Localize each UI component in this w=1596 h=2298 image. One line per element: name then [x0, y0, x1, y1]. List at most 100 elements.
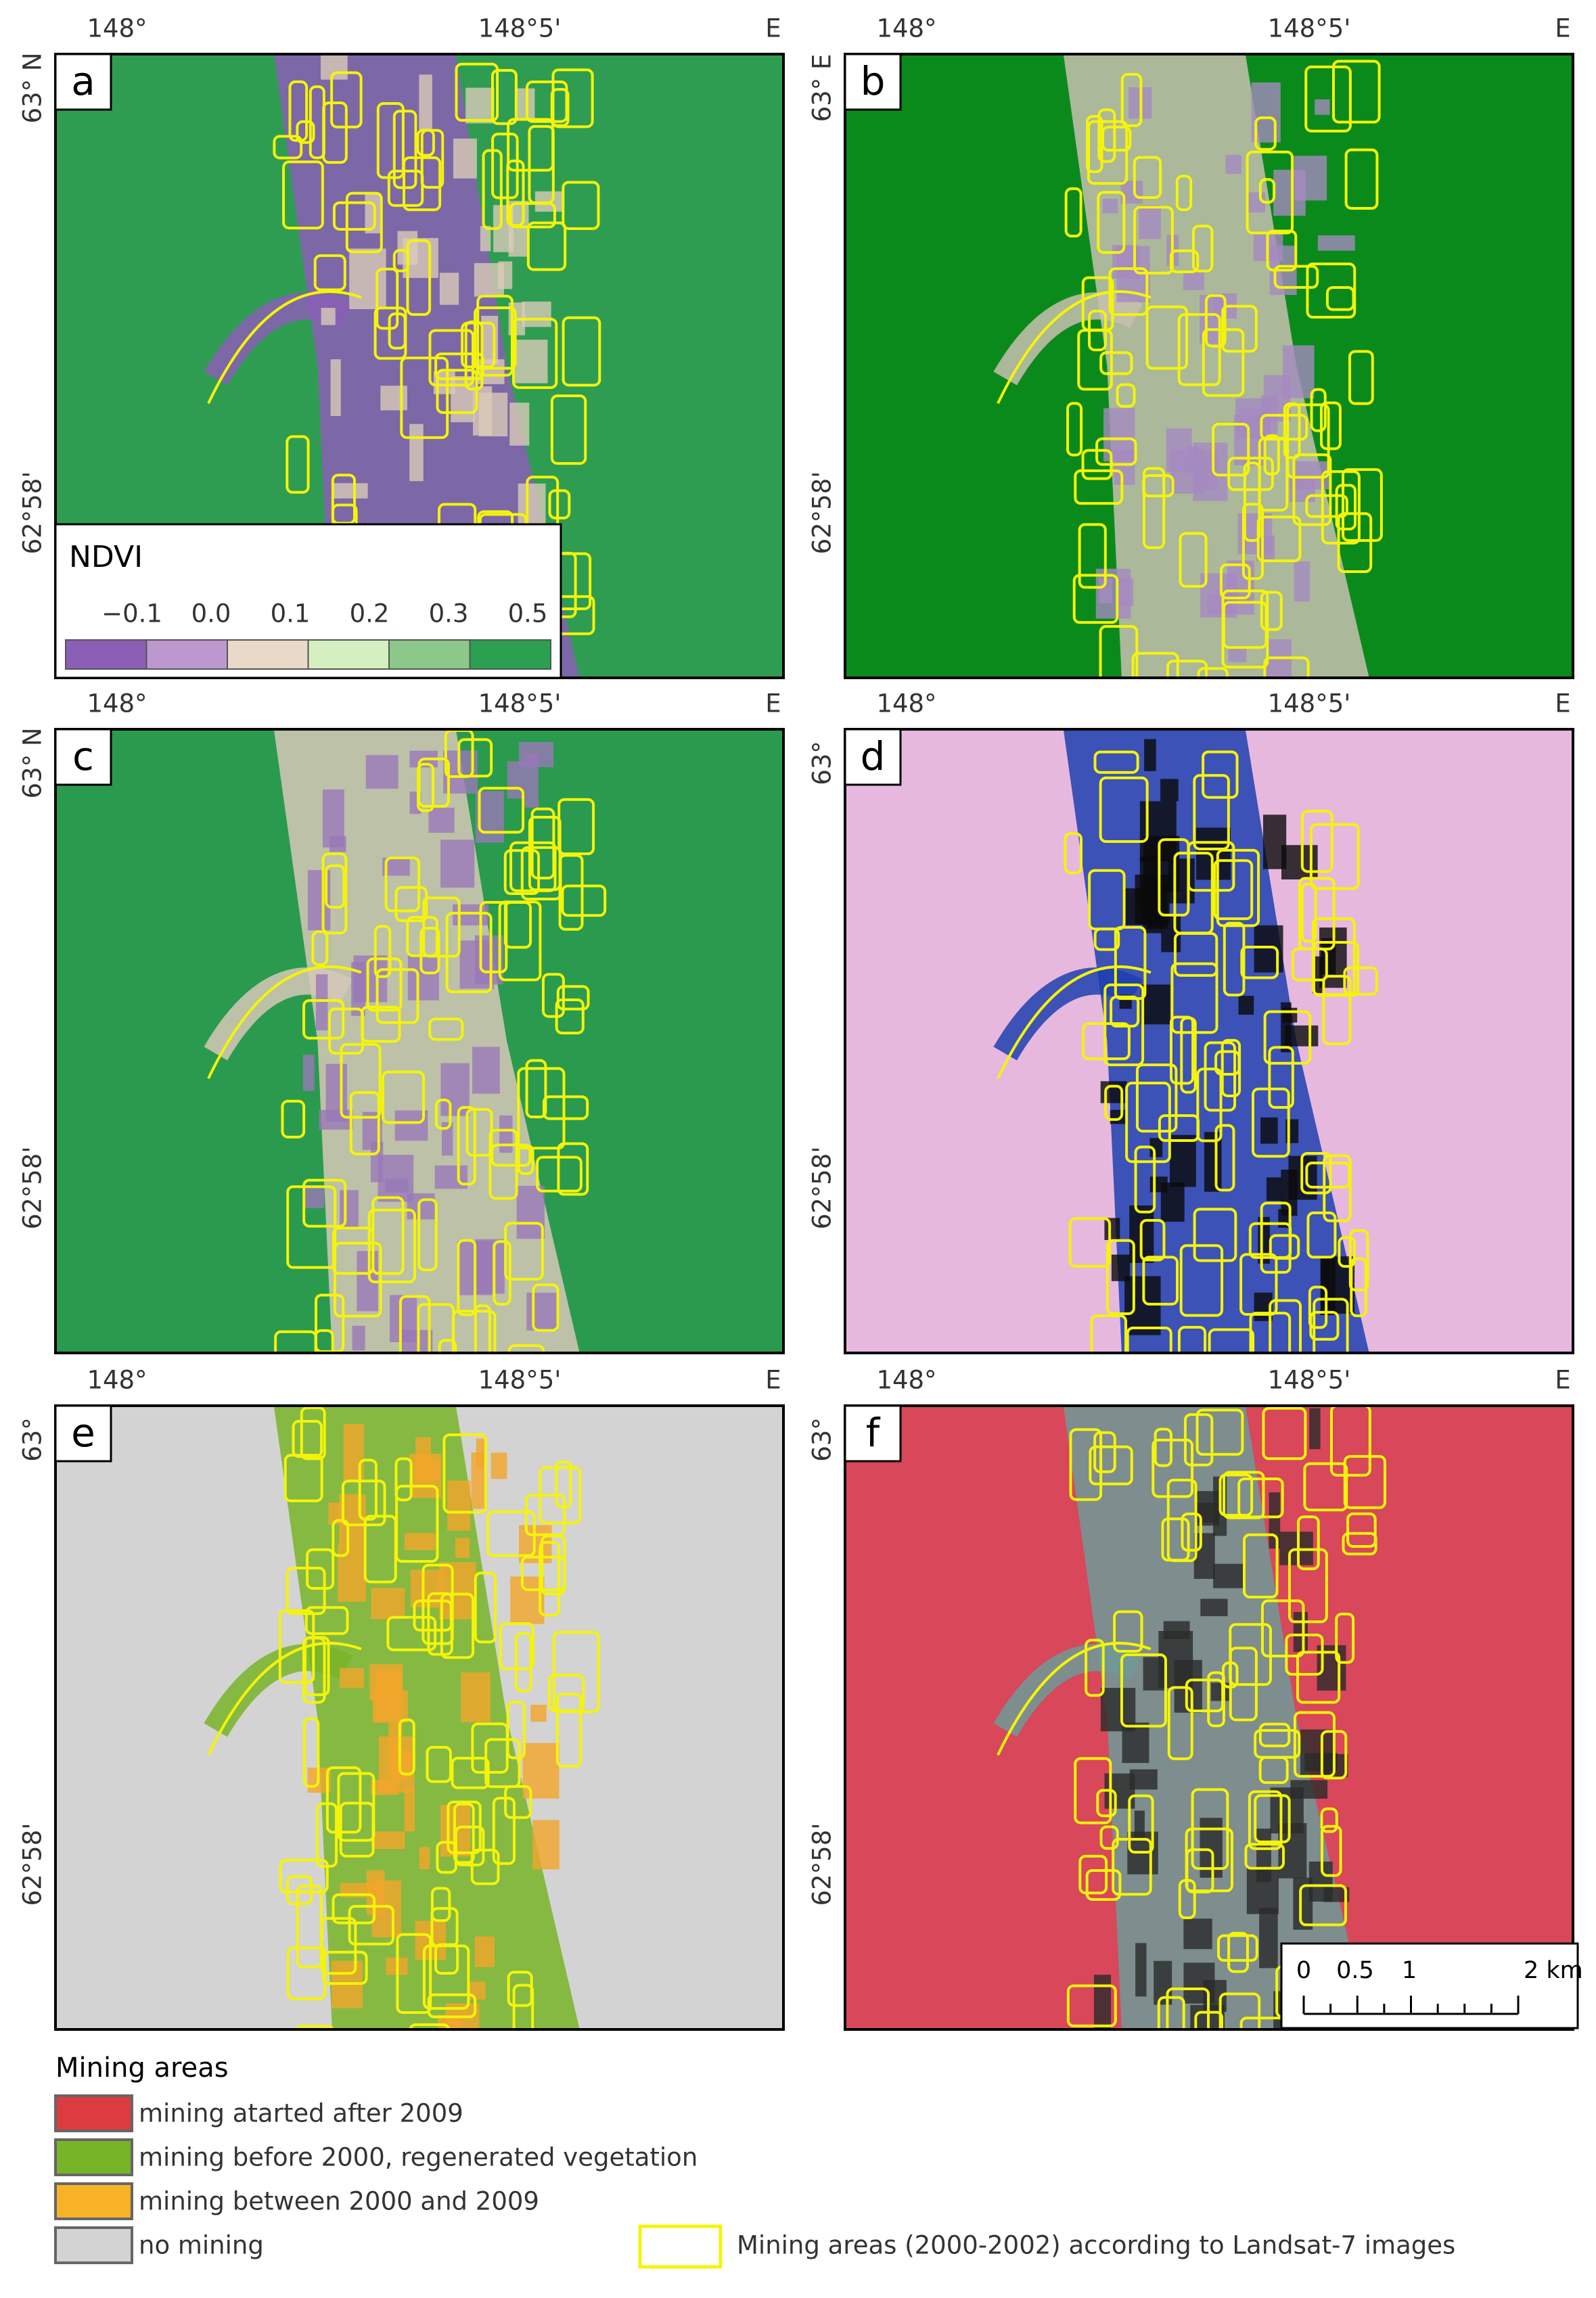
landsat-outline — [1216, 848, 1260, 927]
landsat-outline — [491, 133, 519, 200]
landsat-outline — [1133, 206, 1174, 275]
landsat-outline — [1081, 449, 1113, 480]
landsat-outline — [1263, 434, 1280, 476]
landsat-outline — [1135, 1063, 1178, 1133]
landsat-outline — [430, 1887, 451, 1923]
landsat-outline — [1342, 1532, 1377, 1556]
landsat-outline — [416, 129, 435, 157]
landsat-outline — [1131, 651, 1179, 678]
legend-title: Mining areas — [55, 2052, 229, 2084]
landsat-outline — [1175, 175, 1193, 212]
landsat-outline — [507, 1971, 533, 2007]
landsat-outline — [1227, 1931, 1249, 1973]
landsat-outline — [331, 474, 356, 525]
landsat-outline — [349, 1090, 380, 1155]
landsat-outline — [1335, 484, 1357, 531]
landsat-outline — [1263, 1010, 1312, 1065]
mining-patch — [1200, 1599, 1228, 1617]
landsat-outline — [1331, 60, 1381, 124]
mining-patch — [522, 301, 551, 327]
landsat-outline — [1337, 512, 1373, 574]
mining-patch — [1317, 235, 1355, 251]
landsat-outline — [447, 1800, 482, 1854]
landsat-outline — [1125, 1082, 1171, 1164]
landsat-outline — [1093, 750, 1139, 774]
longitude-label: 148° — [87, 1366, 147, 1395]
legend-label: no mining — [139, 2231, 264, 2260]
landsat-outline — [417, 762, 435, 812]
landsat-outline — [470, 1848, 500, 1885]
landsat-outline — [1342, 468, 1383, 542]
landsat-outline — [1296, 1515, 1320, 1571]
mining-patch — [459, 940, 495, 989]
mining-patch — [389, 1295, 417, 1343]
landsat-outline — [1260, 1599, 1305, 1657]
landsat-outline — [1303, 1462, 1348, 1512]
landsat-outline — [457, 1239, 477, 1316]
mining-patch — [442, 1122, 453, 1156]
landsat-outline — [1157, 1996, 1185, 2029]
map-panel: f 148° 148°5' E 63° 62°58' — [808, 1366, 1574, 2031]
landsat-outline — [1348, 350, 1374, 405]
landsat-outline — [1097, 191, 1126, 254]
landsat-outline — [1216, 1934, 1258, 1962]
map-panel: a 148° 148°5' E 63° N 62°58' — [18, 14, 785, 679]
landsat-outline — [1089, 1445, 1133, 1486]
landsat-outline — [363, 1515, 397, 1584]
panel-label: c — [72, 733, 94, 779]
landsat-outline — [997, 290, 1152, 405]
landsat-outline — [548, 489, 571, 520]
landsat-outline — [1260, 1201, 1292, 1274]
longitude-label: 148° — [87, 689, 147, 718]
mining-patch — [338, 1545, 367, 1602]
landsat-outline — [1305, 1162, 1351, 1189]
landsat-outline — [1161, 1517, 1190, 1562]
mining-patch — [461, 1672, 491, 1722]
landsat-outline — [1193, 1208, 1237, 1262]
mining-patch — [409, 423, 424, 482]
mining-patch — [330, 359, 341, 417]
mining-patch — [1170, 1134, 1196, 1187]
landsat-outline — [406, 239, 432, 316]
map-image — [845, 729, 1573, 1353]
mining-patch — [1103, 408, 1135, 462]
landsat-outline — [1085, 1638, 1105, 1697]
landsat-outline — [295, 2025, 335, 2029]
landsat-outline — [476, 294, 514, 377]
mining-patch — [373, 1831, 405, 1849]
mining-patch — [1093, 1975, 1112, 2029]
mining-patch — [407, 955, 439, 1001]
landsat-outline — [1262, 1406, 1307, 1461]
mining-patch — [1193, 442, 1228, 501]
landsat-outline — [340, 1042, 382, 1119]
landsat-outline — [1196, 1067, 1223, 1143]
landsat-outline — [434, 1098, 452, 1130]
landsat-outline — [1300, 1151, 1332, 1195]
landsat-outline — [550, 394, 587, 465]
landsat-outline — [451, 1757, 490, 1789]
landsat-outline — [526, 80, 568, 123]
landsat-outline — [207, 1642, 362, 1756]
ndvi-tick-label: 0.1 — [271, 599, 311, 628]
panel-frame — [844, 1404, 1574, 2031]
landsat-outline — [348, 1904, 394, 1946]
landsat-outline — [1086, 114, 1103, 173]
panel-frame — [54, 1404, 785, 2031]
landsat-outline — [1167, 1686, 1193, 1760]
landsat-outline — [1193, 774, 1230, 851]
landsat-outline — [1139, 1218, 1166, 1262]
landsat-outline — [430, 1907, 459, 1948]
longitude-label: E — [765, 14, 781, 43]
landsat-outline — [427, 1993, 477, 2019]
landsat-outline — [1254, 1729, 1301, 1759]
landsat-outline — [278, 1609, 315, 1684]
landsat-outline — [286, 1875, 313, 1906]
mining-patch — [1266, 639, 1292, 678]
mining-patch — [1149, 1138, 1163, 1157]
landsat-outline — [392, 110, 417, 189]
landsat-outline — [1304, 65, 1352, 133]
landsat-outline — [281, 1099, 306, 1139]
landsat-outline — [1090, 1314, 1128, 1353]
landsat-outline — [1306, 262, 1356, 319]
